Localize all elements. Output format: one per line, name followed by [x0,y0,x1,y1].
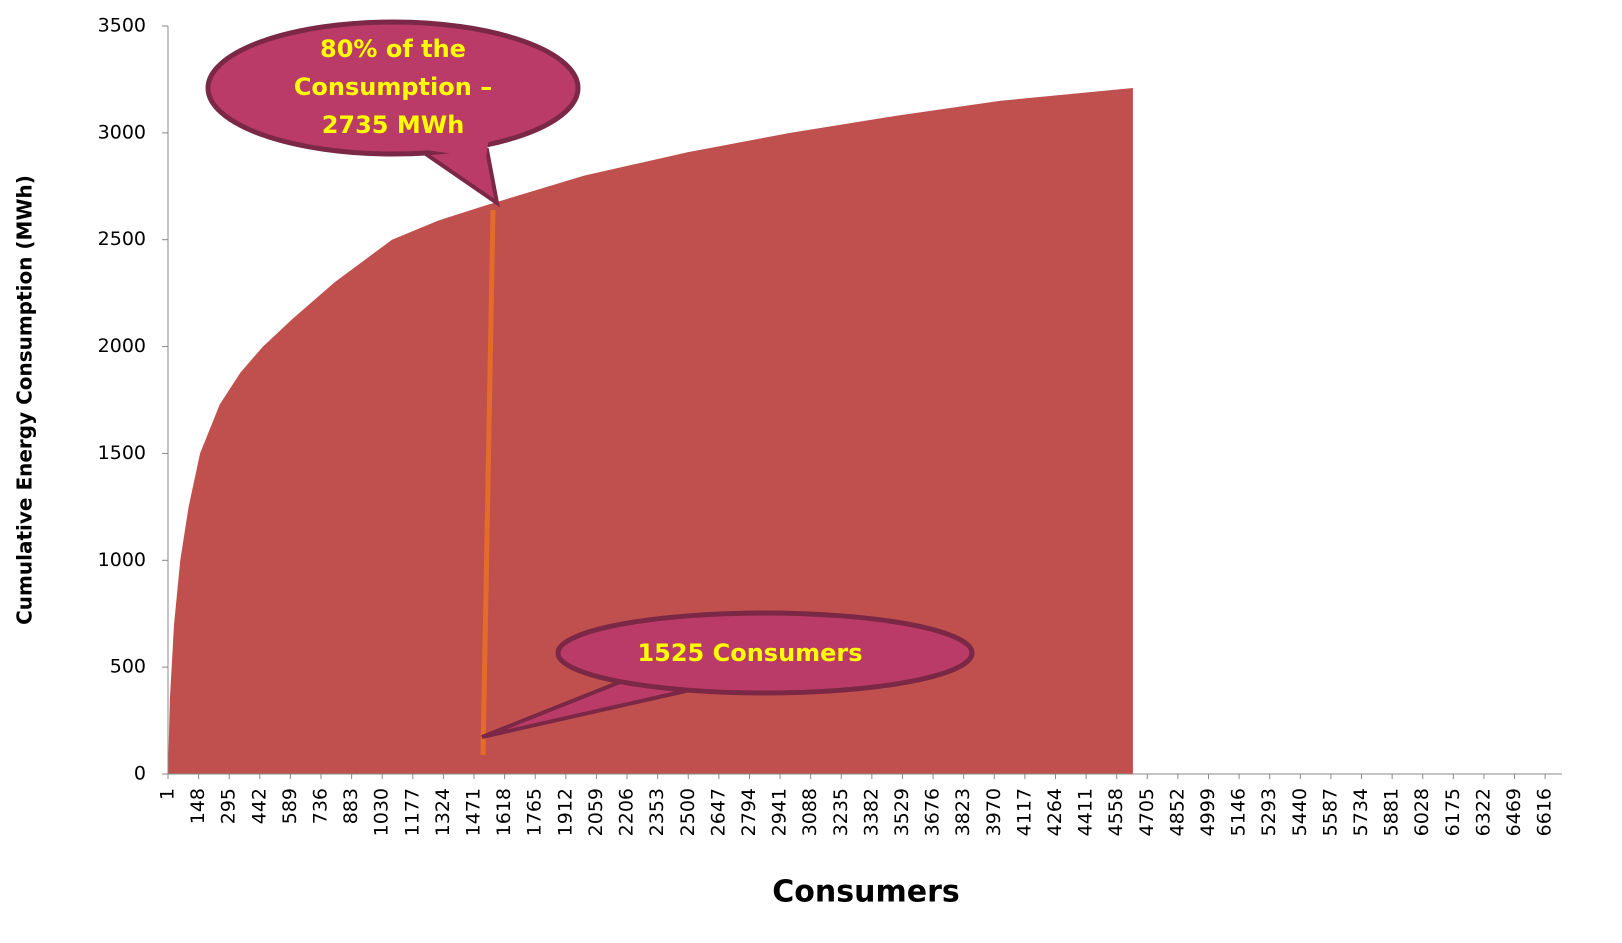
x-tick-label: 2647 [707,788,729,836]
x-tick-label: 4705 [1136,788,1158,836]
x-tick-label: 3529 [891,788,913,836]
x-tick-label: 3970 [983,788,1005,836]
x-tick-label: 2059 [585,788,607,836]
x-tick-label: 295 [218,788,240,824]
callout: 80% of the Consumption – 2735 MWh [205,19,581,208]
x-tick-label: 736 [310,788,332,824]
annotation-text: 80% of the [320,35,466,63]
marker-line [480,209,496,756]
callout: 1525 Consumers [481,610,975,739]
y-tick-label: 2000 [98,335,146,357]
y-tick-label: 0 [134,763,146,785]
x-tick-label: 3088 [799,788,821,836]
annotation-text: Consumption – [294,73,492,101]
x-tick-label: 5734 [1350,788,1372,836]
x-tick-label: 1765 [524,788,546,836]
x-tick-label: 2941 [769,788,791,836]
callout-tail-fill [425,130,490,158]
y-tick-label: 1000 [98,549,146,571]
x-tick-label: 589 [279,788,301,824]
x-axis-label: Consumers [772,875,959,910]
x-tick-label: 5146 [1228,788,1250,836]
y-tick-label: 3000 [98,121,146,143]
x-tick-label: 4117 [1013,788,1035,836]
x-tick-label: 1324 [432,788,454,836]
x-tick-label: 2794 [738,788,760,836]
x-tick-label: 2206 [616,788,638,836]
x-tick-label: 4558 [1105,788,1127,836]
x-tick-label: 3235 [830,788,852,836]
annotation-text: 2735 MWh [322,111,465,139]
x-tick-label: 3382 [860,788,882,836]
callout-tail [413,148,500,208]
y-tick-label: 2500 [98,228,146,250]
x-tick-label: 1912 [554,788,576,836]
x-tick-label: 5881 [1381,788,1403,836]
x-tick-label: 148 [187,788,209,824]
x-tick-label: 1 [157,788,179,800]
x-tick-label: 4999 [1197,788,1219,836]
x-tick-label: 1471 [463,788,485,836]
x-tick-label: 6322 [1472,788,1494,836]
x-tick-label: 883 [340,788,362,824]
y-tick-label: 1500 [98,442,146,464]
callout-tail-fill [615,660,695,680]
y-tick-label: 3500 [98,15,146,37]
x-tick-label: 1030 [371,788,393,836]
y-axis-label: Cumulative Energy Consumption (MWh) [13,175,37,625]
x-tick-label: 4411 [1075,788,1097,836]
y-tick-label: 500 [110,656,146,678]
x-tick-label: 442 [248,788,270,824]
x-tick-label: 3823 [952,788,974,836]
annotation-text: 1525 Consumers [637,639,862,667]
x-tick-label: 6469 [1503,788,1525,836]
x-tick-label: 6175 [1442,788,1464,836]
x-tick-label: 5440 [1289,788,1311,836]
x-tick-label: 4264 [1044,788,1066,836]
x-tick-label: 1618 [493,788,515,836]
x-tick-label: 2500 [677,788,699,836]
x-tick-label: 5293 [1258,788,1280,836]
x-tick-label: 2353 [646,788,668,836]
x-tick-label: 6028 [1411,788,1433,836]
x-tick-label: 5587 [1319,788,1341,836]
x-tick-label: 4852 [1166,788,1188,836]
x-tick-label: 3676 [922,788,944,836]
x-tick-label: 6616 [1534,788,1556,836]
x-tick-label: 1177 [401,788,423,836]
callout-bubble [205,19,581,157]
plot-area [168,87,1133,774]
area [168,87,1133,774]
